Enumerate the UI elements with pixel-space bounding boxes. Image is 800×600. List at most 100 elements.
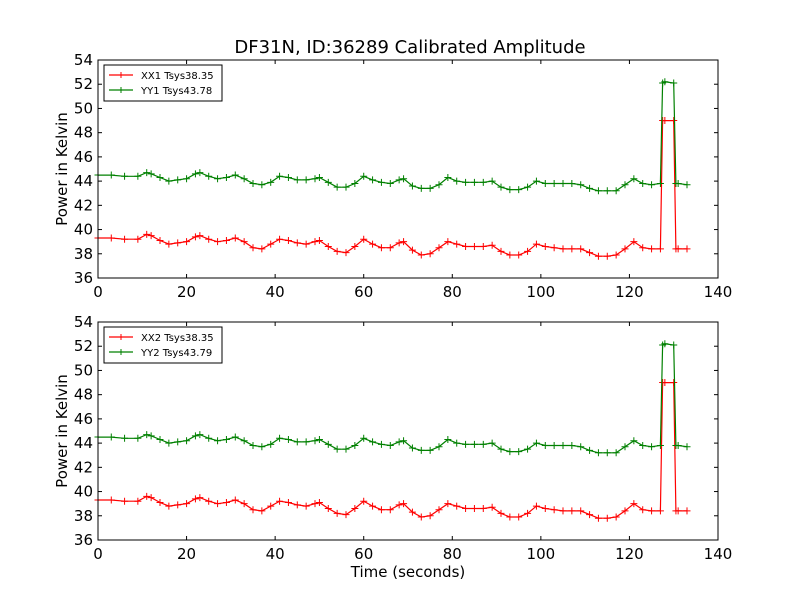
data-point	[506, 186, 514, 194]
y-tick-label: 38	[74, 507, 93, 525]
series-yy	[94, 78, 691, 195]
data-point	[311, 437, 319, 445]
data-point	[231, 171, 239, 179]
data-point	[351, 505, 359, 513]
data-point	[174, 239, 182, 247]
data-point	[648, 245, 656, 253]
data-point	[639, 244, 647, 252]
data-point	[426, 184, 434, 192]
data-point	[315, 173, 323, 181]
data-point	[400, 238, 408, 246]
data-point	[174, 501, 182, 509]
data-point	[267, 240, 275, 248]
data-point	[515, 186, 523, 194]
data-point	[453, 177, 461, 185]
y-tick-label: 42	[74, 458, 93, 476]
series-xx	[94, 379, 691, 522]
data-point	[351, 180, 359, 188]
data-point	[360, 172, 368, 180]
data-point	[639, 506, 647, 514]
data-point	[586, 184, 594, 192]
data-point	[315, 435, 323, 443]
data-point	[143, 169, 151, 177]
data-point	[612, 187, 620, 195]
data-point	[302, 176, 310, 184]
data-point	[550, 506, 558, 514]
data-point	[550, 180, 558, 188]
data-point	[267, 178, 275, 186]
data-point	[222, 236, 230, 244]
data-point	[293, 239, 301, 247]
x-tick-label: 120	[615, 283, 644, 301]
data-point	[683, 507, 691, 515]
data-point	[400, 437, 408, 445]
data-point	[165, 240, 173, 248]
data-point	[147, 432, 155, 440]
data-point	[594, 514, 602, 522]
data-point	[515, 448, 523, 456]
data-point	[258, 443, 266, 451]
data-point	[342, 183, 350, 191]
data-point	[267, 440, 275, 448]
data-point	[444, 435, 452, 443]
y-tick-label: 46	[74, 410, 93, 428]
data-point	[191, 495, 199, 503]
data-point	[249, 506, 257, 514]
plot-frame	[97, 59, 719, 279]
legend-box	[103, 326, 223, 364]
data-point	[683, 245, 691, 253]
data-point	[191, 170, 199, 178]
data-point	[222, 435, 230, 443]
y-tick-label: 38	[74, 245, 93, 263]
data-point	[147, 232, 155, 240]
x-tick-label: 100	[527, 545, 556, 563]
data-point	[639, 442, 647, 450]
data-point	[351, 442, 359, 450]
data-point	[258, 181, 266, 189]
data-point	[568, 245, 576, 253]
data-point	[231, 433, 239, 441]
data-point	[324, 440, 332, 448]
data-point	[386, 442, 394, 450]
data-point	[670, 79, 678, 87]
data-point	[143, 492, 151, 500]
data-point	[134, 497, 142, 505]
y-tick-label: 44	[74, 434, 93, 452]
data-point	[524, 445, 532, 453]
legend-label: XX1 Tsys38.35	[141, 71, 214, 82]
y-tick-label: 50	[74, 99, 93, 117]
data-point	[683, 443, 691, 451]
data-point	[311, 238, 319, 246]
data-point	[191, 432, 199, 440]
data-point	[205, 235, 213, 243]
data-point	[426, 446, 434, 454]
data-point	[196, 232, 204, 240]
chart-panel-top: 0 20 40 60 80 100 120 140 36 38 40 42 44 46 48 50 52 54 Po…	[53, 51, 732, 301]
legend-marker	[118, 349, 124, 355]
data-point	[532, 240, 540, 248]
data-point	[258, 245, 266, 253]
y-axis-label: Power in Kelvin	[53, 374, 71, 488]
data-point	[648, 443, 656, 451]
data-point	[656, 442, 664, 450]
y-tick-label: 36	[74, 269, 93, 287]
data-point	[524, 183, 532, 191]
data-point	[143, 230, 151, 238]
data-point	[417, 446, 425, 454]
data-point	[165, 177, 173, 185]
data-point	[196, 431, 204, 439]
data-point	[435, 244, 443, 252]
x-tick-label: 120	[615, 545, 644, 563]
data-point	[121, 235, 129, 243]
data-point	[284, 498, 292, 506]
data-point	[134, 235, 142, 243]
chart-panel-bottom: 0 20 40 60 80 100 120 140 36 38 40 42 44 46 48 50 52 54 Po…	[53, 313, 732, 581]
x-axis-label: Time (seconds)	[350, 563, 466, 581]
data-point	[594, 252, 602, 260]
data-point	[674, 180, 682, 188]
data-point	[586, 249, 594, 257]
data-point	[315, 236, 323, 244]
data-point	[395, 239, 403, 247]
data-point	[674, 507, 682, 515]
data-point	[532, 439, 540, 447]
